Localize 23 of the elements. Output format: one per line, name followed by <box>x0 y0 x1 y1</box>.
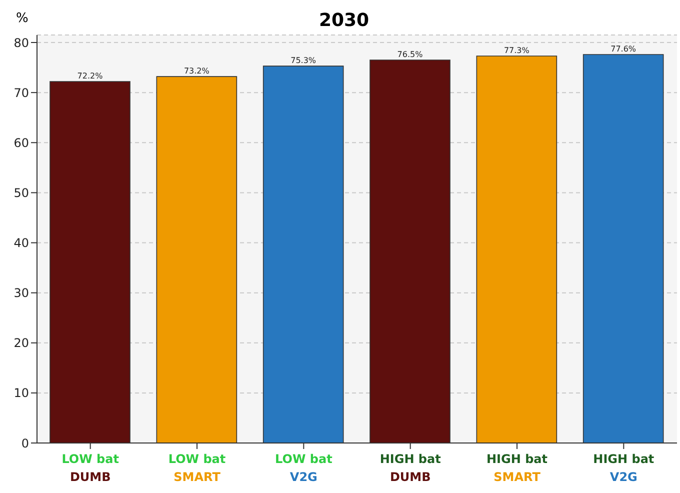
data-label: 76.5% <box>397 50 424 60</box>
y-tick-label: 10 <box>14 386 29 400</box>
x-tick-label: LOW bat DUMB <box>62 452 120 484</box>
y-tick-label: 20 <box>14 336 29 350</box>
data-label: 77.6% <box>610 44 636 54</box>
y-tick-label: 30 <box>14 286 29 300</box>
x-tick-label: LOW bat SMART <box>168 452 226 484</box>
data-label: 75.3% <box>290 56 316 66</box>
y-tick-label: 50 <box>14 186 29 200</box>
x-tick-label: HIGH bat DUMB <box>380 452 442 484</box>
x-tick-label: HIGH bat SMART <box>486 452 548 484</box>
y-tick-label: 70 <box>14 86 29 100</box>
y-tick-label: 80 <box>14 36 29 50</box>
y-tick-label: 40 <box>14 236 29 250</box>
data-label: 73.2% <box>184 66 210 76</box>
y-tick-label: 0 <box>21 436 29 450</box>
data-label: 72.2% <box>77 72 104 81</box>
y-axis-title: % <box>16 11 28 26</box>
data-label: 77.3% <box>504 46 530 56</box>
x-tick-label: HIGH bat V2G <box>593 452 654 484</box>
x-tick-label: LOW bat V2G <box>275 452 333 484</box>
y-tick-label: 60 <box>14 136 29 150</box>
chart-title: 2030 <box>318 10 370 31</box>
